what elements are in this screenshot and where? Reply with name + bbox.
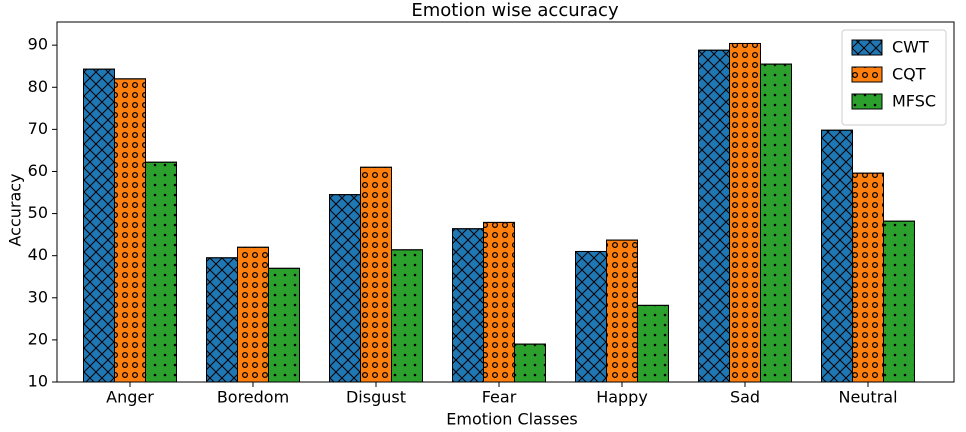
x-tick-label: Sad bbox=[730, 388, 760, 407]
bar-hatch bbox=[637, 304, 669, 383]
bar-hatch bbox=[391, 249, 423, 383]
bar-hatch bbox=[329, 194, 361, 383]
x-tick-label: Neutral bbox=[838, 388, 897, 407]
bar-hatch bbox=[483, 221, 515, 383]
bar-hatch bbox=[114, 78, 146, 383]
legend-swatch-hatch bbox=[851, 93, 883, 110]
bar-hatch bbox=[360, 166, 392, 383]
bar-hatch bbox=[145, 161, 177, 383]
legend-swatch-hatch bbox=[851, 39, 883, 56]
bar-hatch bbox=[729, 42, 761, 383]
y-tick-label: 10 bbox=[28, 372, 48, 391]
y-tick-label: 60 bbox=[28, 161, 48, 180]
x-tick-label: Boredom bbox=[217, 388, 289, 407]
bar-hatch bbox=[206, 257, 238, 383]
x-tick-label: Anger bbox=[106, 388, 154, 407]
bar-hatch bbox=[237, 246, 269, 383]
y-tick-label: 30 bbox=[28, 287, 48, 306]
bar-hatch bbox=[268, 267, 300, 383]
y-tick-label: 40 bbox=[28, 245, 48, 264]
y-tick-label: 90 bbox=[28, 35, 48, 54]
chart-title: Emotion wise accuracy bbox=[411, 0, 619, 21]
legend-swatch-hatch bbox=[851, 66, 883, 83]
y-tick-label: 50 bbox=[28, 203, 48, 222]
y-tick-label: 80 bbox=[28, 77, 48, 96]
legend-label: CWT bbox=[892, 38, 929, 57]
bar-hatch bbox=[698, 49, 730, 383]
x-tick-label: Happy bbox=[596, 388, 648, 407]
bar-hatch bbox=[606, 239, 638, 383]
legend-label: MFSC bbox=[892, 92, 936, 111]
bar-hatch bbox=[883, 220, 915, 383]
y-axis-label: Accuracy bbox=[6, 173, 25, 246]
bar-hatch bbox=[514, 343, 546, 383]
y-tick-label: 20 bbox=[28, 329, 48, 348]
y-tick-label: 70 bbox=[28, 119, 48, 138]
bar-hatch bbox=[760, 63, 792, 383]
x-axis-label: Emotion Classes bbox=[446, 410, 578, 429]
x-tick-label: Disgust bbox=[346, 388, 406, 407]
bar-hatch bbox=[821, 129, 853, 383]
legend-label: CQT bbox=[892, 65, 926, 84]
bar-hatch bbox=[452, 228, 484, 383]
bar-hatch bbox=[852, 172, 884, 383]
bar-hatch bbox=[575, 250, 607, 383]
x-tick-label: Fear bbox=[482, 388, 517, 407]
bar-hatch bbox=[83, 68, 115, 383]
